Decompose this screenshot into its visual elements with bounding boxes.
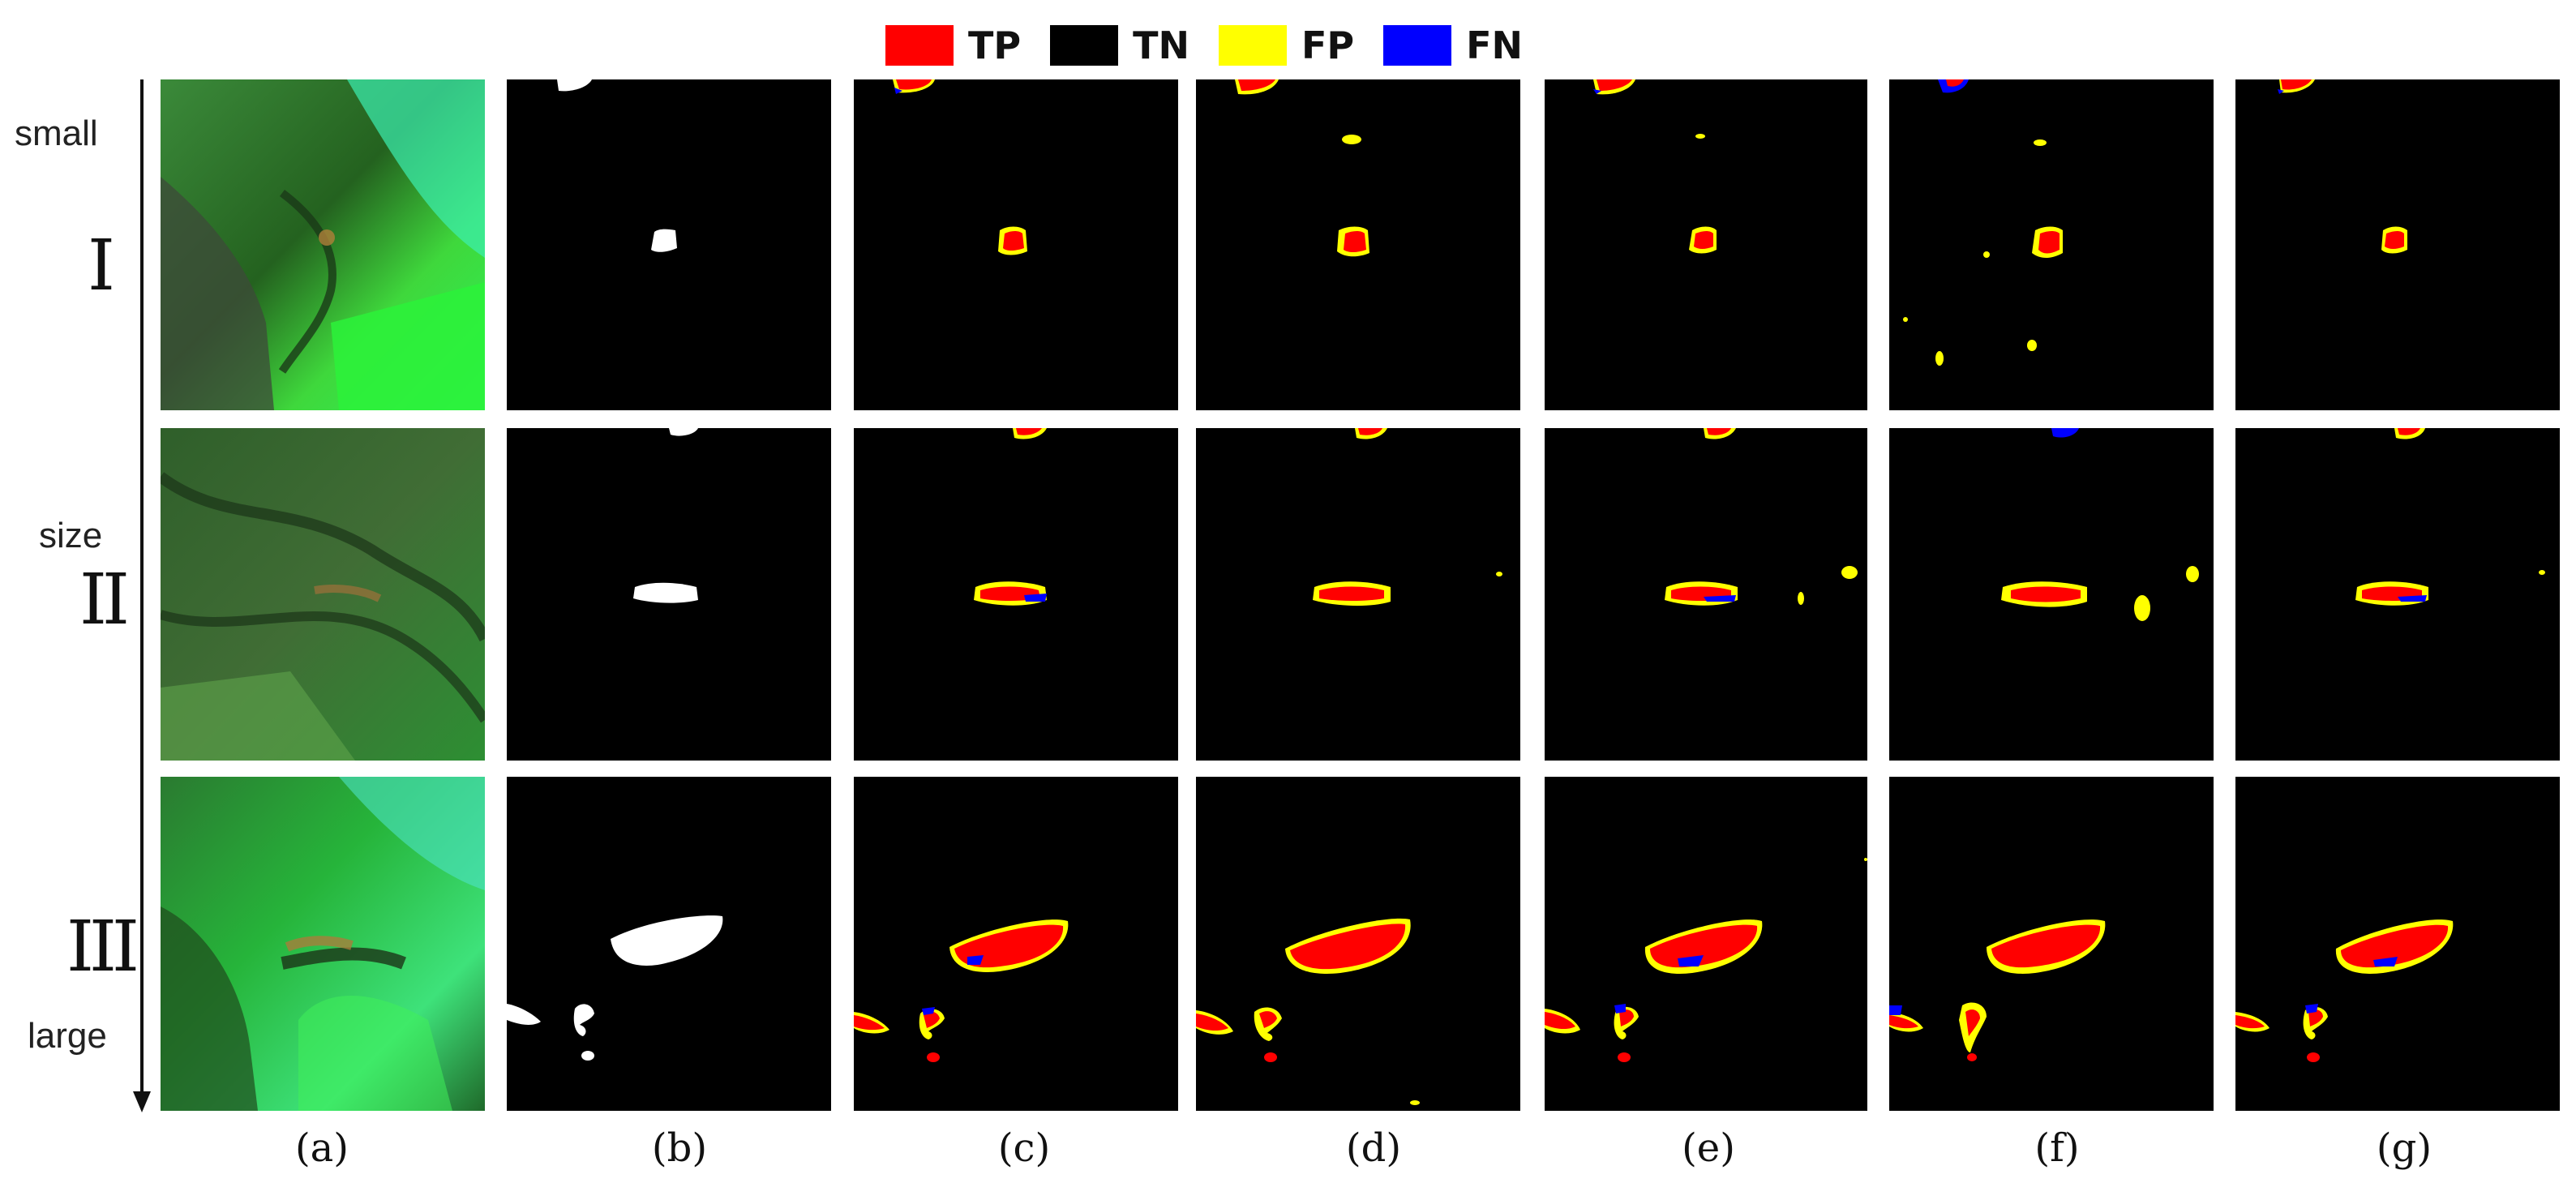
legend: TP TN FP FN	[885, 23, 1552, 68]
row-label-2: II	[79, 559, 130, 641]
row-label-3: III	[66, 906, 139, 988]
panel-3b-ground-truth	[507, 777, 831, 1111]
col-label-e: (e)	[1682, 1125, 1735, 1171]
legend-label-tp: TP	[968, 24, 1022, 67]
panel-2c-prediction	[854, 428, 1178, 761]
col-label-a: (a)	[294, 1125, 349, 1171]
col-label-c: (c)	[997, 1125, 1051, 1171]
legend-label-fn: FN	[1466, 24, 1524, 67]
legend-swatch-fp	[1218, 25, 1287, 66]
panel-2a-optical-image	[161, 428, 485, 761]
panel-1a-optical-image	[161, 79, 485, 410]
axis-label-large: large	[28, 1016, 107, 1056]
row-label-1: I	[88, 225, 115, 306]
legend-swatch-tp	[885, 25, 954, 66]
panel-1g-prediction	[2235, 79, 2560, 410]
col-label-b: (b)	[651, 1125, 708, 1171]
legend-item-tn: TN	[1050, 24, 1189, 67]
legend-label-fp: FP	[1301, 24, 1355, 67]
panel-2e-prediction	[1545, 428, 1867, 761]
panel-3c-prediction	[854, 777, 1178, 1111]
col-label-g: (g)	[2376, 1125, 2432, 1171]
panel-3g-prediction	[2235, 777, 2560, 1111]
panel-2b-ground-truth	[507, 428, 831, 761]
size-arrow-icon	[133, 79, 151, 1112]
panel-3e-prediction	[1545, 777, 1867, 1111]
panel-1e-prediction	[1545, 79, 1867, 410]
panel-3a-optical-image	[161, 777, 485, 1111]
axis-label-size: size	[39, 516, 103, 555]
legend-swatch-fn	[1383, 25, 1452, 66]
panel-1b-ground-truth	[507, 79, 831, 410]
panel-1c-prediction	[854, 79, 1178, 410]
legend-item-fn: FN	[1383, 24, 1523, 67]
legend-item-fp: FP	[1218, 24, 1355, 67]
panel-3d-prediction	[1196, 777, 1520, 1111]
axis-label-small: small	[15, 114, 98, 153]
panel-2g-prediction	[2235, 428, 2560, 761]
panel-1d-prediction	[1196, 79, 1520, 410]
panel-2d-prediction	[1196, 428, 1520, 761]
panel-1f-prediction	[1889, 79, 2214, 410]
legend-label-tn: TN	[1133, 24, 1189, 67]
col-label-f: (f)	[2034, 1125, 2080, 1171]
legend-item-tp: TP	[885, 24, 1021, 67]
col-label-d: (d)	[1345, 1125, 1402, 1171]
panel-3f-prediction	[1889, 777, 2214, 1111]
panel-2f-prediction	[1889, 428, 2214, 761]
legend-swatch-tn	[1050, 25, 1119, 66]
